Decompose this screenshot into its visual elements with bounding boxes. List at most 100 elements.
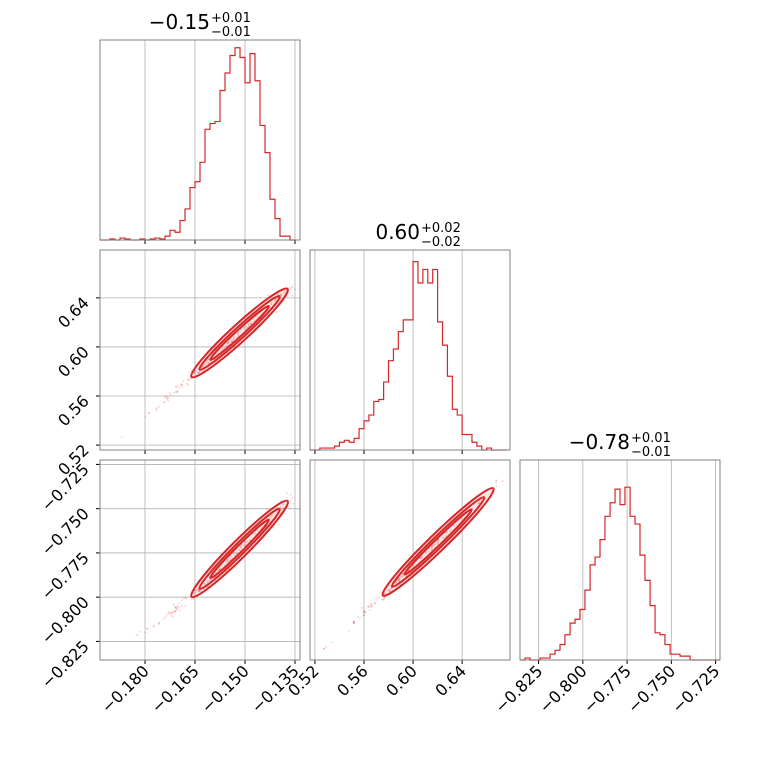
contour-p0-p2-scatter-point: [207, 580, 209, 583]
hist-p0-title-value: −0.15: [149, 10, 210, 34]
contour-p1-p2-xtick-label: 0.56: [333, 661, 372, 700]
contour-p1-p2-scatter-point: [431, 545, 434, 547]
contour-p0-p1-scatter-point: [163, 401, 166, 404]
contour-p1-p2-scatter-point: [353, 621, 355, 624]
contour-p0-p1-scatter-point: [155, 407, 158, 410]
hist-p0-title-minus: −0.01: [211, 25, 251, 40]
contour-p0-p2-ytick-label: −0.775: [38, 548, 93, 603]
contour-p0-p1-scatter-point: [187, 379, 189, 381]
contour-p0-p1-scatter-point: [197, 371, 199, 374]
contour-p0-p1-scatter-point: [248, 324, 251, 327]
contour-p1-p2-scatter-point: [397, 577, 400, 580]
contour-p1-p2-scatter-point: [363, 614, 366, 617]
contour-p0-p2-scatter-point: [135, 634, 138, 637]
contour-p0-p2-scatter-point: [195, 589, 197, 592]
contour-p0-p1-scatter-point: [242, 326, 244, 329]
contour-p0-p1-scatter-point: [166, 395, 168, 398]
hist-p2-xtick-label: −0.750: [624, 661, 679, 716]
contour-p0-p1-scatter-point: [156, 406, 159, 409]
contour-p0-p1-scatter-point: [175, 390, 177, 393]
contour-p1-p2-scatter-point: [401, 572, 404, 575]
contour-p0-p1-scatter-point: [169, 394, 172, 397]
contour-p0-p2-scatter-point: [208, 579, 211, 582]
contour-p0-p1-contour-level: [209, 305, 270, 361]
contour-p1-p2-scatter-point: [478, 500, 481, 502]
contour-p1-p2-scatter-point: [398, 577, 400, 580]
contour-p0-p1-contour-fill: [191, 288, 288, 378]
contour-p0-p2-ytick-label: −0.750: [38, 504, 93, 559]
contour-p1-p2-scatter-point: [364, 611, 367, 614]
hist-p1-histogram-step: [310, 261, 507, 451]
contour-p0-p1-scatter-point: [236, 335, 239, 338]
hist-p0-title: −0.15 +0.01−0.01: [149, 10, 251, 40]
contour-p1-p2-scatter-point: [331, 641, 334, 643]
contour-p1-p2-scatter-point: [397, 580, 400, 583]
contour-p1-p2-scatter-point: [398, 577, 400, 580]
contour-p0-p2-scatter-point: [228, 557, 231, 560]
contour-p1-p2-scatter-point: [367, 605, 370, 608]
contour-p0-p2-scatter-point: [230, 554, 232, 557]
contour-p0-p1-scatter-point: [267, 294, 270, 297]
contour-p1-p2-scatter-point: [420, 556, 423, 559]
contour-p1-p2-scatter-point: [353, 621, 355, 624]
contour-p1-p2-scatter-point: [368, 608, 371, 611]
contour-p0-p1-scatter-point: [181, 384, 184, 386]
contour-p0-p2-scatter-point: [198, 589, 201, 592]
contour-p0-p1-scatter-point: [287, 295, 289, 297]
contour-p1-p2-scatter-point: [428, 550, 430, 553]
contour-p1-p2-scatter-point: [374, 596, 377, 599]
contour-p0-p1-scatter-point: [277, 293, 280, 296]
contour-p0-p1-scatter-point: [176, 390, 179, 393]
contour-p0-p1-scatter-point: [148, 412, 151, 414]
contour-p1-p2-scatter-point: [419, 557, 422, 560]
contour-p0-p1-scatter-point: [174, 386, 177, 388]
contour-p1-p2-scatter-point: [370, 605, 373, 608]
contour-p0-p2-scatter-point: [288, 508, 291, 510]
contour-p1-p2-scatter-point: [436, 541, 439, 544]
contour-p0-p1-scatter-point: [120, 435, 123, 438]
contour-p0-p1-scatter-point: [227, 341, 230, 344]
hist-p1-title: 0.60 +0.02−0.02: [375, 220, 460, 250]
contour-p1-p2-scatter-point: [388, 590, 391, 593]
contour-p1-p2-scatter-point: [364, 611, 367, 614]
contour-p0-p2-scatter-point: [172, 612, 175, 614]
contour-p0-p2-scatter-point: [243, 544, 246, 547]
contour-p1-p2-scatter-point: [353, 622, 355, 625]
contour-p0-p1-scatter-point: [231, 340, 233, 343]
contour-p0-p2-scatter-point: [139, 630, 142, 633]
contour-p0-p2-scatter-point: [199, 590, 202, 593]
contour-p0-p2-scatter-point: [176, 607, 179, 610]
contour-p1-p2-scatter-point: [387, 589, 390, 592]
contour-p1-p2-scatter-point: [353, 620, 355, 623]
contour-p0-p2-contour-level: [209, 518, 270, 580]
contour-p0-p1-scatter-point: [147, 412, 150, 415]
contour-p0-p1-scatter-point: [186, 378, 189, 380]
contour-p0-p2-scatter-point: [170, 614, 173, 617]
contour-p1-p2-scatter-point: [362, 612, 365, 615]
contour-p1-p2-scatter-point: [362, 610, 365, 613]
contour-p0-p1-scatter-point: [270, 303, 272, 305]
contour-p0-p2-ytick-label: −0.825: [38, 637, 93, 692]
contour-p0-p2-scatter-point: [204, 582, 206, 585]
contour-p0-p1-scatter-point: [172, 391, 175, 394]
contour-p1-p2-scatter-point: [442, 536, 445, 539]
contour-p0-p2-scatter-point: [158, 621, 161, 624]
contour-p0-p2-xtick-label: −0.180: [98, 661, 153, 716]
contour-p0-p2-scatter-point: [182, 597, 185, 600]
contour-p0-p1-scatter-point: [167, 399, 169, 402]
contour-p1-p2-scatter-point: [401, 572, 404, 575]
contour-p0-p1-scatter-point: [226, 342, 229, 345]
contour-p1-p2-scatter-point: [363, 609, 365, 612]
contour-p0-p1-scatter-point: [167, 397, 170, 399]
contour-p0-p2-scatter-point: [158, 622, 161, 625]
hist-p2-xtick-label: −0.775: [580, 661, 635, 716]
contour-p0-p2-scatter-point: [172, 603, 175, 606]
contour-p0-p1-scatter-point: [195, 369, 197, 372]
contour-p0-p1-scatter-point: [164, 396, 167, 399]
contour-p0-p2-scatter-point: [292, 502, 295, 505]
contour-p0-p1-scatter-point: [176, 385, 179, 388]
contour-p1-p2-scatter-point: [421, 556, 423, 559]
contour-p1-p2-scatter-point: [369, 603, 372, 605]
contour-p0-p1-scatter-point: [144, 415, 147, 418]
